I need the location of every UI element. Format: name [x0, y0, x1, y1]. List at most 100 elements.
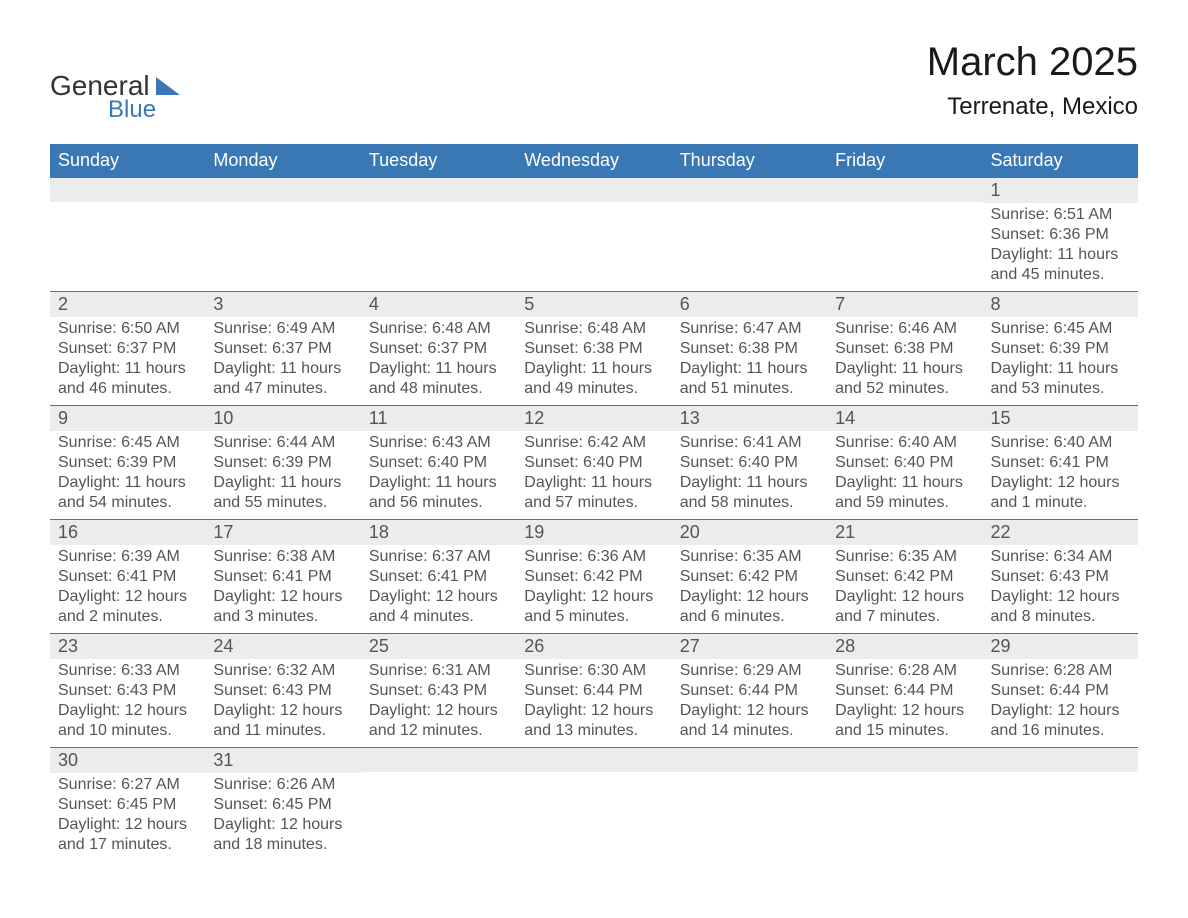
day-sunset: Sunset: 6:40 PM — [835, 453, 974, 473]
day-cell: 23Sunrise: 6:33 AMSunset: 6:43 PMDayligh… — [50, 634, 205, 748]
day-sunrise: Sunrise: 6:29 AM — [680, 661, 819, 681]
day-content: Sunrise: 6:42 AMSunset: 6:40 PMDaylight:… — [516, 431, 671, 519]
day-daylight2: and 57 minutes. — [524, 493, 663, 513]
weekday-header: Thursday — [672, 144, 827, 178]
day-sunrise: Sunrise: 6:34 AM — [991, 547, 1130, 567]
day-cell: 4Sunrise: 6:48 AMSunset: 6:37 PMDaylight… — [361, 292, 516, 406]
day-content: Sunrise: 6:40 AMSunset: 6:41 PMDaylight:… — [983, 431, 1138, 519]
day-daylight2: and 49 minutes. — [524, 379, 663, 399]
day-sunset: Sunset: 6:41 PM — [991, 453, 1130, 473]
day-sunrise: Sunrise: 6:37 AM — [369, 547, 508, 567]
day-sunrise: Sunrise: 6:51 AM — [991, 205, 1130, 225]
logo: General Blue — [50, 70, 180, 124]
day-daylight1: Daylight: 12 hours — [680, 587, 819, 607]
day-number: 22 — [983, 520, 1138, 545]
week-number-row: 23Sunrise: 6:33 AMSunset: 6:43 PMDayligh… — [50, 634, 1138, 748]
day-number: 16 — [50, 520, 205, 545]
day-cell: 29Sunrise: 6:28 AMSunset: 6:44 PMDayligh… — [983, 634, 1138, 748]
day-content — [672, 772, 827, 780]
day-daylight1: Daylight: 12 hours — [680, 701, 819, 721]
day-sunrise: Sunrise: 6:32 AM — [213, 661, 352, 681]
day-content: Sunrise: 6:27 AMSunset: 6:45 PMDaylight:… — [50, 773, 205, 861]
day-number: 12 — [516, 406, 671, 431]
day-content: Sunrise: 6:37 AMSunset: 6:41 PMDaylight:… — [361, 545, 516, 633]
day-daylight1: Daylight: 11 hours — [991, 359, 1130, 379]
day-daylight2: and 45 minutes. — [991, 265, 1130, 285]
day-number: 2 — [50, 292, 205, 317]
day-sunrise: Sunrise: 6:36 AM — [524, 547, 663, 567]
day-cell — [827, 178, 982, 292]
day-number: 30 — [50, 748, 205, 773]
week-number-row: 16Sunrise: 6:39 AMSunset: 6:41 PMDayligh… — [50, 520, 1138, 634]
weekday-header: Wednesday — [516, 144, 671, 178]
day-content: Sunrise: 6:45 AMSunset: 6:39 PMDaylight:… — [983, 317, 1138, 405]
day-sunrise: Sunrise: 6:35 AM — [835, 547, 974, 567]
calendar-table: SundayMondayTuesdayWednesdayThursdayFrid… — [50, 144, 1138, 861]
day-cell: 22Sunrise: 6:34 AMSunset: 6:43 PMDayligh… — [983, 520, 1138, 634]
day-daylight2: and 4 minutes. — [369, 607, 508, 627]
day-content — [361, 772, 516, 780]
day-content: Sunrise: 6:34 AMSunset: 6:43 PMDaylight:… — [983, 545, 1138, 633]
day-sunset: Sunset: 6:37 PM — [369, 339, 508, 359]
day-content — [983, 772, 1138, 780]
day-content: Sunrise: 6:36 AMSunset: 6:42 PMDaylight:… — [516, 545, 671, 633]
day-sunrise: Sunrise: 6:47 AM — [680, 319, 819, 339]
day-sunrise: Sunrise: 6:45 AM — [991, 319, 1130, 339]
day-number: 29 — [983, 634, 1138, 659]
day-sunset: Sunset: 6:41 PM — [58, 567, 197, 587]
day-daylight2: and 47 minutes. — [213, 379, 352, 399]
day-sunset: Sunset: 6:43 PM — [213, 681, 352, 701]
day-daylight2: and 1 minute. — [991, 493, 1130, 513]
day-sunrise: Sunrise: 6:35 AM — [680, 547, 819, 567]
week-number-row: 2Sunrise: 6:50 AMSunset: 6:37 PMDaylight… — [50, 292, 1138, 406]
week-number-row: 30Sunrise: 6:27 AMSunset: 6:45 PMDayligh… — [50, 748, 1138, 862]
day-sunrise: Sunrise: 6:46 AM — [835, 319, 974, 339]
day-content: Sunrise: 6:33 AMSunset: 6:43 PMDaylight:… — [50, 659, 205, 747]
day-cell: 1Sunrise: 6:51 AMSunset: 6:36 PMDaylight… — [983, 178, 1138, 292]
day-daylight1: Daylight: 11 hours — [58, 473, 197, 493]
day-daylight1: Daylight: 11 hours — [524, 473, 663, 493]
day-content: Sunrise: 6:28 AMSunset: 6:44 PMDaylight:… — [983, 659, 1138, 747]
day-sunrise: Sunrise: 6:50 AM — [58, 319, 197, 339]
title-block: March 2025 Terrenate, Mexico — [927, 40, 1138, 121]
day-sunrise: Sunrise: 6:26 AM — [213, 775, 352, 795]
day-cell: 8Sunrise: 6:45 AMSunset: 6:39 PMDaylight… — [983, 292, 1138, 406]
day-number: 5 — [516, 292, 671, 317]
day-content: Sunrise: 6:47 AMSunset: 6:38 PMDaylight:… — [672, 317, 827, 405]
day-sunset: Sunset: 6:41 PM — [369, 567, 508, 587]
day-content: Sunrise: 6:30 AMSunset: 6:44 PMDaylight:… — [516, 659, 671, 747]
page-header: General Blue March 2025 Terrenate, Mexic… — [50, 40, 1138, 124]
day-daylight2: and 59 minutes. — [835, 493, 974, 513]
day-sunset: Sunset: 6:41 PM — [213, 567, 352, 587]
day-sunrise: Sunrise: 6:38 AM — [213, 547, 352, 567]
day-daylight1: Daylight: 11 hours — [991, 245, 1130, 265]
day-content: Sunrise: 6:44 AMSunset: 6:39 PMDaylight:… — [205, 431, 360, 519]
day-number: 4 — [361, 292, 516, 317]
day-sunset: Sunset: 6:43 PM — [58, 681, 197, 701]
day-number — [827, 748, 982, 772]
day-daylight1: Daylight: 12 hours — [58, 815, 197, 835]
day-number: 27 — [672, 634, 827, 659]
day-sunrise: Sunrise: 6:45 AM — [58, 433, 197, 453]
day-content: Sunrise: 6:48 AMSunset: 6:37 PMDaylight:… — [361, 317, 516, 405]
day-daylight1: Daylight: 11 hours — [369, 359, 508, 379]
day-sunset: Sunset: 6:42 PM — [680, 567, 819, 587]
day-sunset: Sunset: 6:39 PM — [991, 339, 1130, 359]
day-number — [827, 178, 982, 202]
day-sunrise: Sunrise: 6:40 AM — [835, 433, 974, 453]
day-cell: 19Sunrise: 6:36 AMSunset: 6:42 PMDayligh… — [516, 520, 671, 634]
day-cell: 18Sunrise: 6:37 AMSunset: 6:41 PMDayligh… — [361, 520, 516, 634]
day-daylight2: and 5 minutes. — [524, 607, 663, 627]
day-content — [516, 202, 671, 210]
day-daylight1: Daylight: 12 hours — [524, 701, 663, 721]
day-cell: 21Sunrise: 6:35 AMSunset: 6:42 PMDayligh… — [827, 520, 982, 634]
day-sunset: Sunset: 6:44 PM — [680, 681, 819, 701]
day-cell — [983, 748, 1138, 862]
day-daylight1: Daylight: 11 hours — [835, 473, 974, 493]
day-daylight2: and 48 minutes. — [369, 379, 508, 399]
day-daylight1: Daylight: 12 hours — [213, 815, 352, 835]
day-cell: 30Sunrise: 6:27 AMSunset: 6:45 PMDayligh… — [50, 748, 205, 862]
day-content: Sunrise: 6:32 AMSunset: 6:43 PMDaylight:… — [205, 659, 360, 747]
day-number: 28 — [827, 634, 982, 659]
day-number: 18 — [361, 520, 516, 545]
